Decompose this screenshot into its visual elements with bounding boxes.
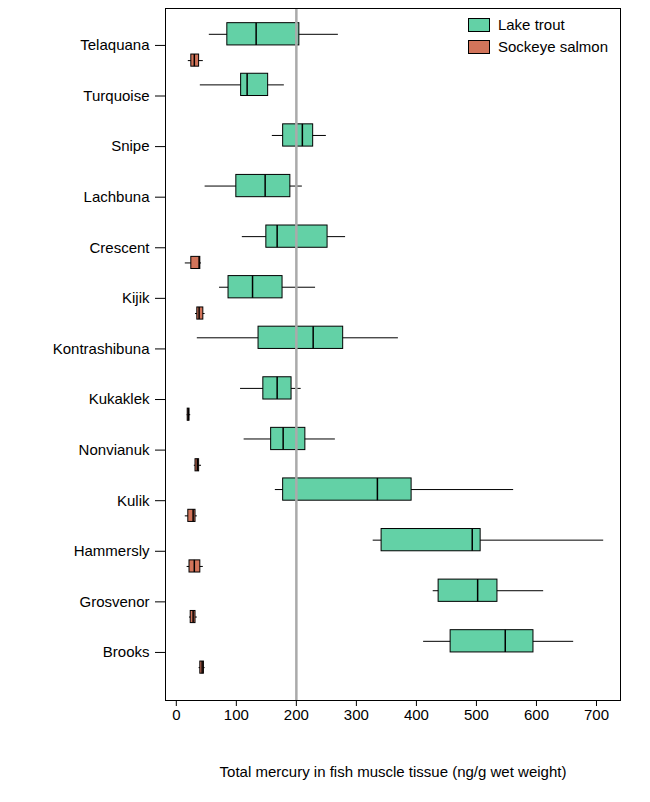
svg-text:Crescent: Crescent bbox=[89, 239, 150, 256]
svg-text:Turquoise: Turquoise bbox=[83, 87, 149, 104]
svg-text:Kontrashibuna: Kontrashibuna bbox=[53, 340, 150, 357]
svg-text:Brooks: Brooks bbox=[103, 643, 150, 660]
svg-text:Lachbuna: Lachbuna bbox=[84, 188, 151, 205]
html-text:Lake trout: Lake trout bbox=[497, 16, 565, 33]
svg-text:Telaquana: Telaquana bbox=[80, 36, 150, 53]
svg-text:Kukaklek: Kukaklek bbox=[89, 390, 150, 407]
svg-text:600: 600 bbox=[524, 706, 549, 723]
svg-text:700: 700 bbox=[584, 706, 609, 723]
svg-text:500: 500 bbox=[464, 706, 489, 723]
svg-text:200: 200 bbox=[284, 706, 309, 723]
svg-text:Nonvianuk: Nonvianuk bbox=[79, 441, 150, 458]
svg-text:Grosvenor: Grosvenor bbox=[79, 593, 149, 610]
svg-text:Kijik: Kijik bbox=[122, 289, 150, 306]
svg-text:100: 100 bbox=[224, 706, 249, 723]
html-text:Sockeye salmon: Sockeye salmon bbox=[497, 38, 608, 55]
svg-text:300: 300 bbox=[344, 706, 369, 723]
svg-text:Hammersly: Hammersly bbox=[74, 542, 150, 559]
svg-text:0: 0 bbox=[172, 706, 180, 723]
svg-text:Kulik: Kulik bbox=[117, 491, 150, 508]
svg-text:400: 400 bbox=[404, 706, 429, 723]
svg-text:Total mercury in fish muscle t: Total mercury in fish muscle tissue (ng/… bbox=[220, 763, 567, 780]
svg-text:Snipe: Snipe bbox=[111, 137, 149, 154]
